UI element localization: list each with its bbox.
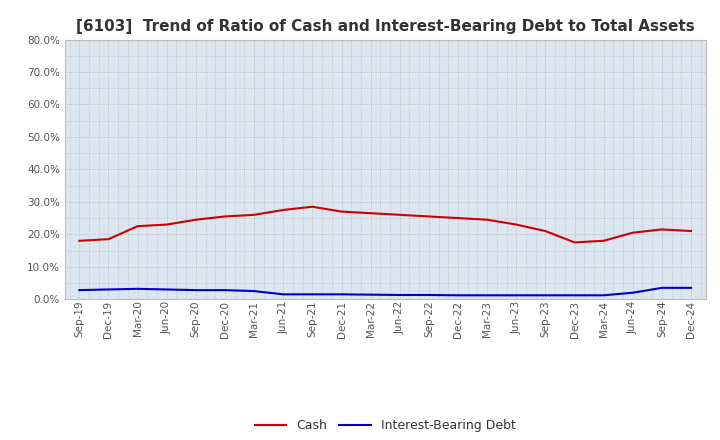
- Cash: [133, 224, 142, 229]
- Cash: [425, 214, 433, 219]
- Cash: [657, 227, 666, 232]
- Cash: [366, 211, 375, 216]
- Interest-Bearing Debt: [541, 293, 550, 298]
- Cash: [395, 212, 404, 217]
- Cash: [250, 212, 258, 217]
- Cash: [192, 217, 200, 222]
- Cash: [454, 216, 462, 221]
- Interest-Bearing Debt: [570, 293, 579, 298]
- Interest-Bearing Debt: [687, 285, 696, 290]
- Interest-Bearing Debt: [454, 293, 462, 298]
- Cash: [629, 230, 637, 235]
- Interest-Bearing Debt: [512, 293, 521, 298]
- Cash: [512, 222, 521, 227]
- Interest-Bearing Debt: [279, 292, 287, 297]
- Line: Interest-Bearing Debt: Interest-Bearing Debt: [79, 288, 691, 295]
- Cash: [308, 204, 317, 209]
- Interest-Bearing Debt: [599, 293, 608, 298]
- Legend: Cash, Interest-Bearing Debt: Cash, Interest-Bearing Debt: [250, 414, 521, 437]
- Line: Cash: Cash: [79, 207, 691, 242]
- Cash: [483, 217, 492, 222]
- Cash: [599, 238, 608, 243]
- Cash: [541, 228, 550, 234]
- Interest-Bearing Debt: [75, 287, 84, 293]
- Interest-Bearing Debt: [425, 292, 433, 297]
- Interest-Bearing Debt: [163, 287, 171, 292]
- Interest-Bearing Debt: [104, 287, 113, 292]
- Interest-Bearing Debt: [657, 285, 666, 290]
- Interest-Bearing Debt: [366, 292, 375, 297]
- Cash: [279, 207, 287, 213]
- Cash: [570, 240, 579, 245]
- Cash: [687, 228, 696, 234]
- Interest-Bearing Debt: [192, 287, 200, 293]
- Interest-Bearing Debt: [629, 290, 637, 295]
- Interest-Bearing Debt: [337, 292, 346, 297]
- Title: [6103]  Trend of Ratio of Cash and Interest-Bearing Debt to Total Assets: [6103] Trend of Ratio of Cash and Intere…: [76, 19, 695, 34]
- Cash: [220, 214, 229, 219]
- Interest-Bearing Debt: [483, 293, 492, 298]
- Cash: [337, 209, 346, 214]
- Cash: [75, 238, 84, 243]
- Interest-Bearing Debt: [133, 286, 142, 291]
- Interest-Bearing Debt: [308, 292, 317, 297]
- Cash: [104, 237, 113, 242]
- Cash: [163, 222, 171, 227]
- Interest-Bearing Debt: [395, 292, 404, 297]
- Interest-Bearing Debt: [220, 287, 229, 293]
- Interest-Bearing Debt: [250, 289, 258, 294]
